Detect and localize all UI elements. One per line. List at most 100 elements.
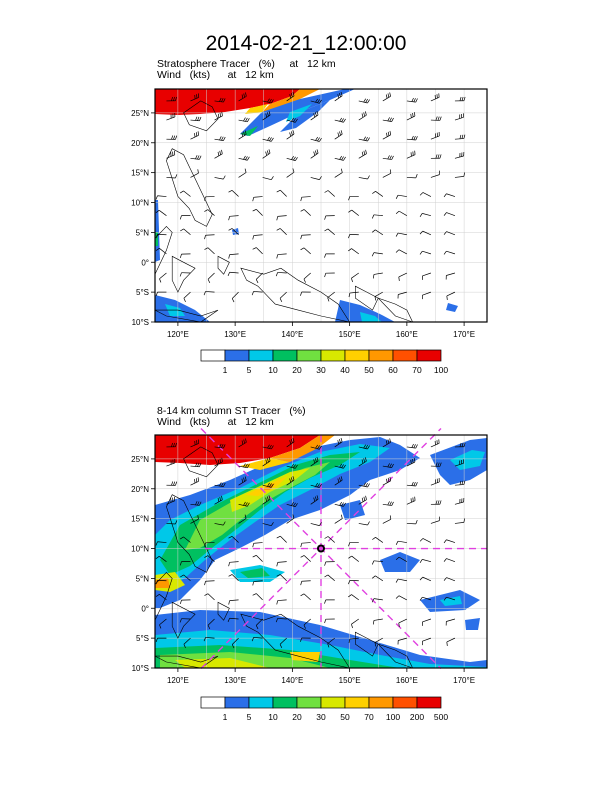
wind-barb bbox=[300, 234, 311, 240]
wind-barb bbox=[159, 272, 167, 283]
wind-barb bbox=[155, 234, 167, 239]
panel2-colorbar: 1 5 10 20 30 50 70 100 200 500 bbox=[200, 696, 448, 722]
wind-barb bbox=[358, 482, 370, 488]
wind-barb bbox=[443, 250, 456, 255]
coastline bbox=[377, 643, 414, 669]
wind-barb bbox=[228, 190, 239, 197]
wind-barb bbox=[443, 193, 456, 198]
wind-barb bbox=[179, 190, 191, 197]
colorbar-label: 100 bbox=[434, 365, 448, 375]
wind-barb bbox=[190, 155, 202, 160]
wind-barb bbox=[179, 272, 191, 277]
wind-barb bbox=[204, 234, 215, 240]
wind-barb bbox=[406, 458, 416, 467]
wind-barb bbox=[445, 618, 456, 626]
wind-barb bbox=[252, 234, 263, 240]
wind-barb bbox=[358, 457, 367, 467]
colorbar-label: 70 bbox=[412, 365, 422, 375]
wind-barb bbox=[276, 561, 287, 567]
wind-barb bbox=[395, 194, 407, 199]
wind-barb bbox=[351, 618, 359, 629]
wind-barb bbox=[286, 463, 298, 469]
wind-barb bbox=[454, 497, 465, 505]
wind-barb bbox=[155, 291, 167, 297]
wind-barb bbox=[262, 522, 274, 527]
wind-barb bbox=[348, 234, 359, 239]
colorbar-swatch bbox=[272, 349, 298, 362]
wind-barb bbox=[371, 575, 384, 582]
panel1-subtitle: Wind (kts) at 12 km bbox=[157, 69, 274, 81]
wind-barb bbox=[166, 458, 176, 467]
wind-barb bbox=[286, 514, 295, 524]
y-tick-label: 15°N bbox=[131, 169, 149, 178]
wind-barb bbox=[214, 97, 226, 103]
wind-barb bbox=[324, 599, 335, 604]
y-tick-label: 0° bbox=[141, 604, 149, 613]
wind-barb bbox=[183, 291, 191, 303]
wind-barb bbox=[382, 92, 391, 102]
wind-barb bbox=[286, 437, 295, 448]
wind-barb bbox=[324, 272, 335, 278]
wind-barb bbox=[238, 514, 247, 524]
colorbar-swatch bbox=[296, 349, 322, 362]
x-tick-label: 140°E bbox=[281, 676, 303, 685]
panel2-axes: 120°E 130°E 140°E 150°E 160°E 170°E 25°N 20°N 15… bbox=[131, 455, 475, 685]
wind-barb bbox=[190, 131, 199, 140]
wind-barb bbox=[348, 580, 359, 585]
coastline bbox=[166, 148, 213, 227]
wind-barb bbox=[238, 438, 247, 448]
wind-barb bbox=[252, 196, 263, 202]
wind-barb bbox=[238, 130, 247, 140]
wind-barb bbox=[310, 136, 322, 142]
coastline bbox=[166, 494, 213, 573]
wind-barb bbox=[238, 155, 250, 161]
wind-barb bbox=[262, 149, 271, 159]
wind-barb bbox=[155, 594, 167, 601]
wind-barb bbox=[255, 618, 263, 630]
wind-barb bbox=[443, 596, 456, 601]
wind-barb bbox=[183, 637, 191, 649]
coastline bbox=[355, 631, 379, 657]
wind-barb bbox=[374, 637, 383, 647]
wind-barb bbox=[358, 111, 367, 121]
y-tick-label: 10°S bbox=[132, 664, 149, 673]
wind-barb bbox=[348, 209, 359, 216]
wind-barb bbox=[190, 477, 199, 486]
wind-barb bbox=[300, 542, 311, 548]
wind-barb bbox=[395, 595, 408, 601]
wind-barb bbox=[190, 501, 202, 506]
wind-barb bbox=[262, 444, 274, 450]
wind-barb bbox=[454, 134, 466, 140]
wind-barb bbox=[166, 442, 177, 448]
wind-barb bbox=[238, 92, 247, 102]
wind-barb bbox=[180, 253, 191, 259]
wind-barb bbox=[286, 130, 295, 140]
wind-barb bbox=[310, 522, 322, 526]
coastline bbox=[154, 655, 219, 669]
wind-barb bbox=[203, 291, 215, 296]
x-tick-label: 170°E bbox=[453, 676, 475, 685]
wind-barb bbox=[446, 637, 456, 646]
wind-barb bbox=[238, 168, 247, 178]
wind-barb bbox=[406, 496, 416, 505]
wind-barb bbox=[214, 482, 226, 487]
wind-barb bbox=[228, 253, 239, 259]
wind-barb bbox=[430, 116, 442, 121]
x-tick-label: 120°E bbox=[167, 330, 189, 339]
wind-barb bbox=[395, 540, 407, 545]
wind-barb bbox=[207, 618, 215, 630]
wind-barb bbox=[155, 210, 167, 216]
wind-barb bbox=[382, 130, 392, 140]
colorbar-swatch bbox=[416, 696, 442, 709]
wind-barb bbox=[382, 438, 391, 448]
wind-barb bbox=[166, 135, 178, 140]
wind-barb bbox=[419, 213, 431, 217]
wind-barb bbox=[419, 192, 432, 197]
coastline bbox=[217, 601, 230, 621]
wind-barb bbox=[371, 214, 383, 219]
wind-barb bbox=[286, 476, 295, 486]
wind-barb bbox=[180, 574, 191, 582]
wind-barb bbox=[300, 209, 311, 216]
wind-barb bbox=[252, 247, 263, 255]
wind-barb bbox=[252, 593, 263, 601]
